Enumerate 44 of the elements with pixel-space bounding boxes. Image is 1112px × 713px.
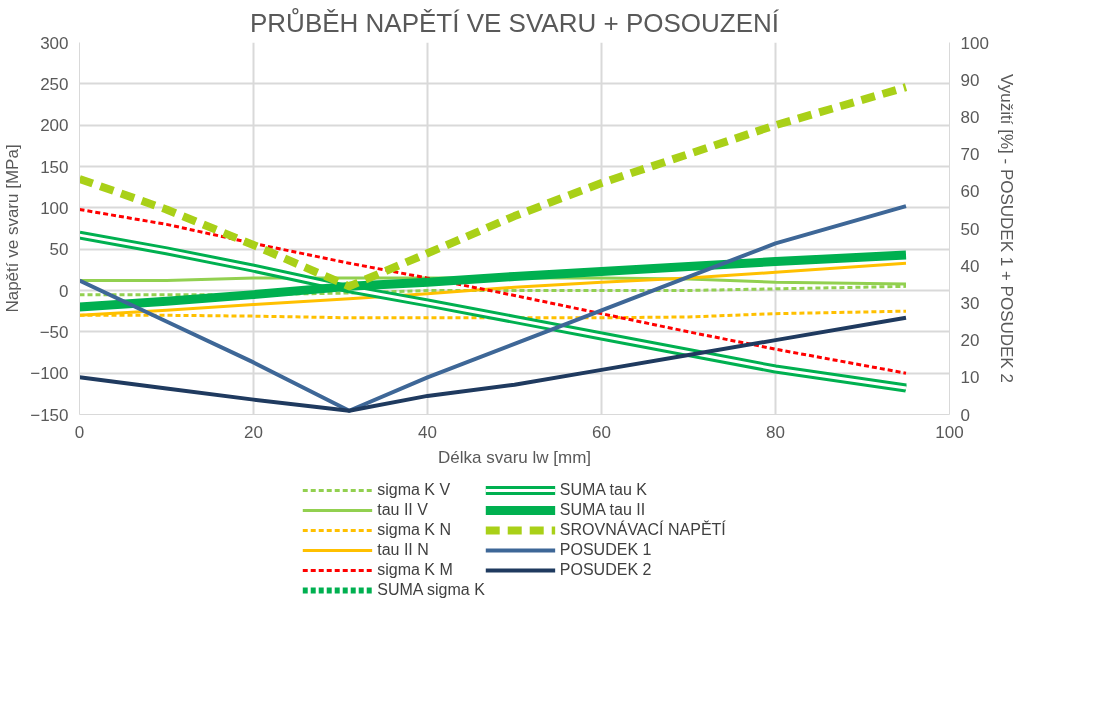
x-tick-label: 40 (418, 422, 437, 442)
x-tick-label: 60 (592, 422, 611, 442)
line-series (79, 315, 908, 413)
y-tick-label: 150 (40, 157, 69, 177)
legend-label: SUMA tau II (559, 500, 646, 520)
legend-label: tau II V (377, 500, 428, 520)
legend-label: sigma K M (377, 560, 453, 580)
y2-tick-label: 100 (960, 33, 989, 53)
chart-title: PRŮBĚH NAPĚTÍ VE SVARU + POSOUZENÍ (249, 6, 780, 38)
legend-label: sigma K V (377, 480, 451, 500)
y2-tick-label: 10 (960, 368, 980, 388)
line-series (79, 207, 908, 375)
y-axis-title: Napětí ve svaru [MPa] (3, 144, 23, 313)
x-tick-label: 20 (244, 422, 263, 442)
legend-label: POSUDEK 1 (559, 540, 652, 560)
x-tick-label: 0 (74, 422, 85, 442)
x-tick-label: 100 (935, 422, 964, 442)
y2-tick-label: 30 (960, 293, 980, 313)
y-tick-label: 50 (49, 240, 69, 260)
y2-axis-title: Využití [%] - POSUDEK 1 + POSUDEK 2 (996, 74, 1016, 383)
y2-tick-label: 60 (960, 182, 980, 202)
y2-tick-label: 80 (960, 107, 980, 127)
legend-label: tau II N (377, 540, 429, 560)
y2-tick-label: 20 (960, 331, 980, 351)
y2-tick-label: 90 (960, 70, 980, 90)
y-tick-label: −100 (30, 364, 69, 384)
y-tick-label: 0 (59, 281, 69, 301)
y-tick-label: 250 (40, 74, 69, 94)
x-tick-label: 80 (766, 422, 785, 442)
y2-tick-label: 50 (960, 219, 980, 239)
legend-label: SUMA sigma K (377, 580, 485, 600)
y2-tick-label: 40 (960, 256, 980, 276)
legend-label: SUMA tau K (559, 480, 647, 500)
legend-label: POSUDEK 2 (559, 560, 652, 580)
y-tick-label: −50 (39, 322, 69, 342)
legend-label: SROVNÁVACÍ NAPĚTÍ (559, 520, 726, 540)
y2-tick-label: 0 (960, 405, 970, 425)
legend-label: sigma K N (377, 520, 452, 540)
y-tick-label: 300 (40, 33, 69, 53)
y2-tick-label: 70 (960, 145, 980, 165)
y-tick-label: 100 (40, 198, 69, 218)
x-axis-title: Délka svaru lw [mm] (437, 447, 592, 467)
y-tick-label: 200 (40, 116, 69, 136)
y-tick-label: −150 (30, 405, 69, 425)
